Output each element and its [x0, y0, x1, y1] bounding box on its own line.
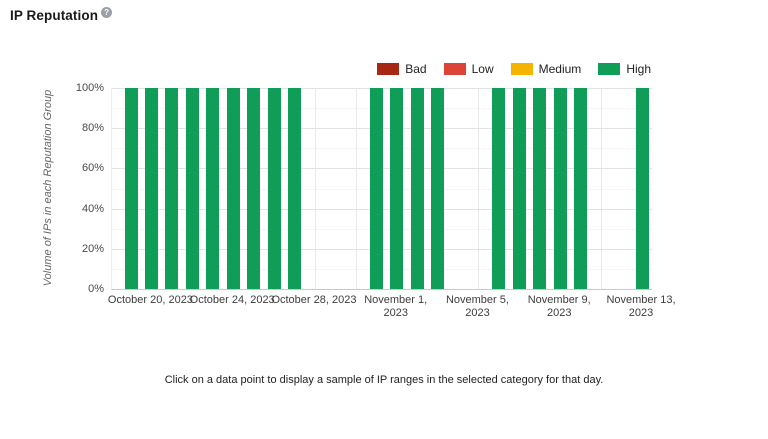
legend-label: Medium — [538, 62, 582, 76]
bar-high-november-1-2023[interactable] — [390, 88, 404, 289]
v-gridline — [601, 88, 603, 289]
bar-high-october-20-2023[interactable] — [144, 88, 158, 289]
bar-high-november-6-2023[interactable] — [492, 88, 506, 289]
chart-caption: Click on a data point to display a sampl… — [164, 374, 604, 386]
legend-label: Bad — [405, 62, 427, 76]
y-axis-tick-20: 20% — [81, 242, 104, 255]
legend-swatch-low — [443, 63, 466, 75]
v-gridline — [478, 88, 480, 289]
bar-high-november-9-2023[interactable] — [553, 88, 567, 289]
bar-high-october-26-2023[interactable] — [267, 88, 281, 289]
legend-swatch-medium — [510, 63, 533, 75]
y-axis-tick-80: 80% — [81, 122, 104, 135]
bar-high-october-21-2023[interactable] — [165, 88, 179, 289]
bar-high-october-27-2023[interactable] — [288, 88, 302, 289]
x-axis-label-november-13-2023: November 13, 2023 — [606, 294, 676, 319]
bar-high-october-24-2023[interactable] — [226, 88, 240, 289]
bar-high-november-8-2023[interactable] — [533, 88, 547, 289]
bar-high-october-25-2023[interactable] — [247, 88, 261, 289]
x-axis-label-november-5-2023: November 5, 2023 — [445, 294, 509, 319]
bar-high-november-10-2023[interactable] — [574, 88, 588, 289]
help-icon[interactable]: ? — [101, 7, 113, 18]
legend-item-bad: Bad — [377, 62, 427, 76]
legend-item-high: High — [598, 62, 651, 76]
legend-item-medium: Medium — [510, 62, 582, 76]
x-axis-label-october-20-2023: October 20, 2023 — [107, 294, 193, 306]
bar-high-october-23-2023[interactable] — [206, 88, 220, 289]
x-axis-label-november-9-2023: November 9, 2023 — [527, 294, 591, 319]
chart-plot-area — [111, 88, 652, 290]
y-axis-tick-40: 40% — [81, 202, 104, 215]
legend-label: High — [626, 62, 651, 76]
bar-high-november-7-2023[interactable] — [512, 88, 526, 289]
bar-high-november-2-2023[interactable] — [410, 88, 424, 289]
y-axis-tick-100: 100% — [75, 82, 104, 94]
bar-high-november-3-2023[interactable] — [431, 88, 445, 289]
page-title: IP Reputation — [10, 8, 99, 23]
v-gridline — [355, 88, 357, 289]
v-gridline — [314, 88, 316, 289]
legend-swatch-high — [598, 63, 621, 75]
y-axis-tick-60: 60% — [81, 162, 104, 175]
legend-item-low: Low — [443, 62, 494, 76]
legend-swatch-bad — [377, 63, 400, 75]
y-axis-tick-0: 0% — [88, 283, 104, 295]
chart-legend: Bad Low Medium High — [377, 62, 651, 76]
bar-high-november-13-2023[interactable] — [635, 88, 649, 289]
title-row: IP Reputation ? — [10, 7, 113, 23]
x-axis-label-october-24-2023: October 24, 2023 — [189, 294, 275, 306]
x-axis-label-november-1-2023: November 1, 2023 — [364, 294, 428, 319]
bar-high-october-31-2023[interactable] — [369, 88, 383, 289]
bar-high-october-19-2023[interactable] — [124, 88, 138, 289]
y-axis-title: Volume of IPs in each Reputation Group — [42, 89, 54, 287]
x-axis-label-october-28-2023: October 28, 2023 — [271, 294, 357, 306]
legend-label: Low — [471, 62, 494, 76]
bar-high-october-22-2023[interactable] — [185, 88, 199, 289]
